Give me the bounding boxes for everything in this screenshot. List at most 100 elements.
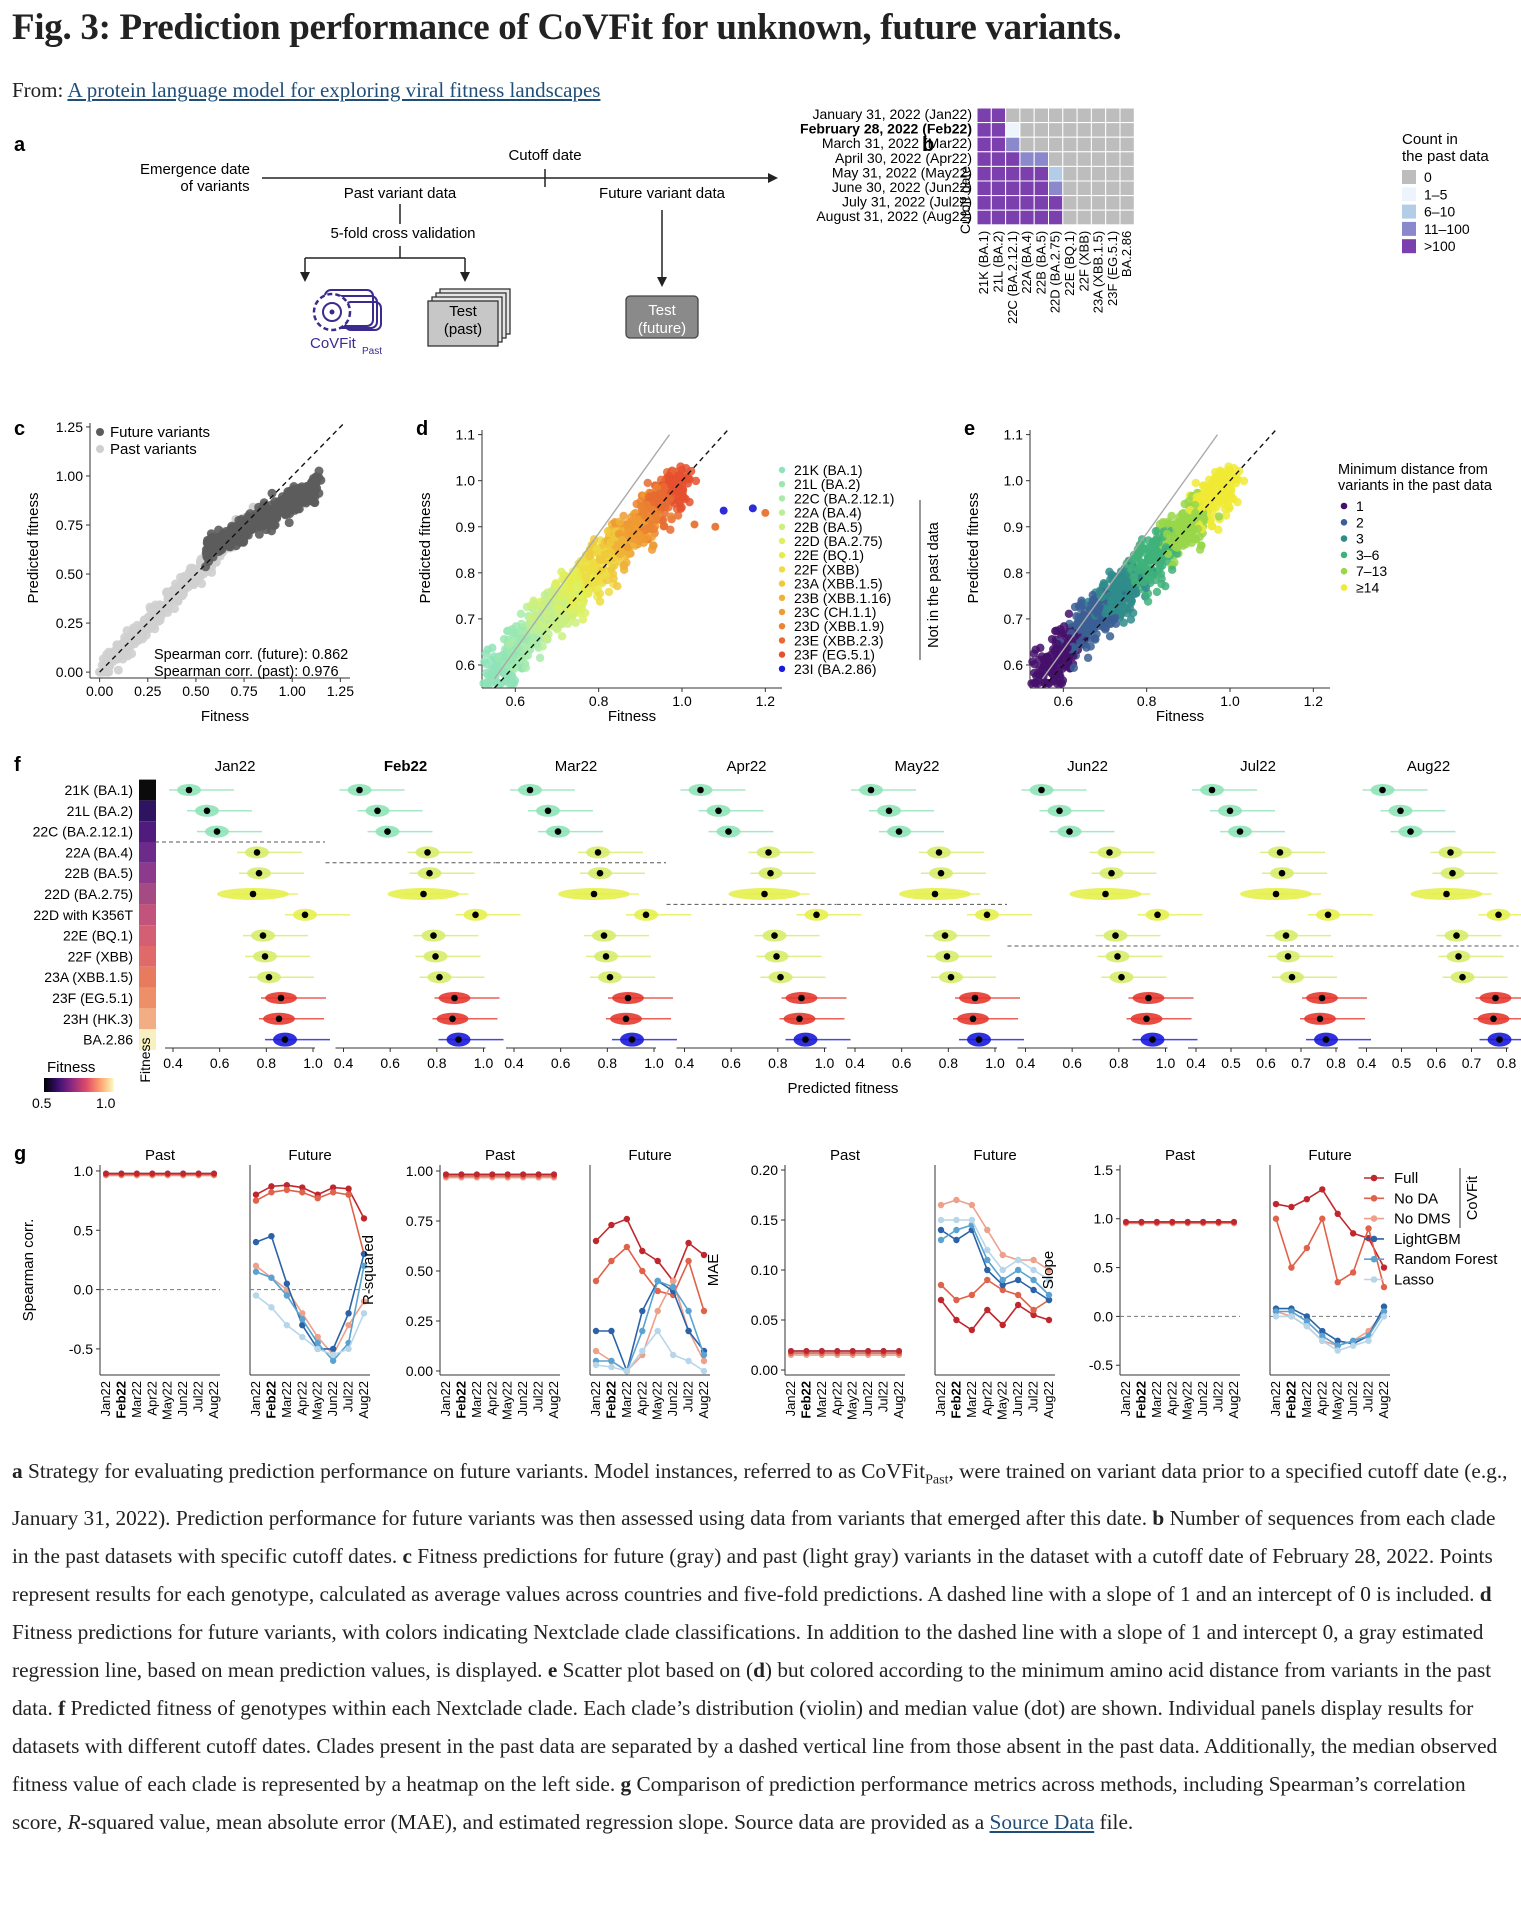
panel-g-month-label: Aug22 (356, 1381, 371, 1419)
caption-d-text: Fitness predictions for future variants,… (12, 1620, 1484, 1683)
panel-g-future-point (953, 1196, 960, 1204)
y-tick-label: 0.25 (56, 615, 83, 631)
panel-g-future-point (999, 1276, 1006, 1284)
panel-f-x-tick-label: 0.4 (163, 1055, 183, 1071)
panel-g-future-line (940, 1278, 1050, 1312)
panel-d-point (613, 543, 623, 552)
panel-g-y-tick-label: 1.5 (1094, 1162, 1114, 1178)
panel-b-cell (1033, 165, 1049, 182)
panel-d-point (517, 634, 526, 643)
clade-median-dot (430, 932, 437, 939)
panel-e-legend-title-2: variants in the past data (1338, 478, 1493, 494)
panel-e-point (1181, 515, 1190, 524)
y-tick-label: 0.50 (56, 566, 83, 582)
panel-d-point (633, 515, 642, 524)
panel-g-month-label: Jul22 (681, 1381, 696, 1412)
corr-future-label: Spearman corr. (future): 0.862 (154, 647, 348, 663)
panel-g-month-label: May22 (1330, 1381, 1345, 1420)
panel-f-x-tick-label: 0.4 (1357, 1055, 1377, 1071)
panel-g-ylabel: Spearman corr. (20, 1219, 37, 1322)
panel-b-cell (1048, 180, 1064, 197)
source-data-link[interactable]: Source Data (989, 1810, 1095, 1835)
clade-median-dot (771, 932, 778, 939)
article-link[interactable]: A protein language model for exploring v… (67, 78, 601, 102)
panel-b-cell (990, 209, 1007, 226)
panel-d-point (578, 615, 588, 624)
panel-d-point (613, 581, 622, 591)
panel-g-past-title: Past (145, 1147, 176, 1164)
clade-median-dot (249, 890, 257, 898)
panel-d-point (553, 609, 562, 618)
y-tick-label: 1.0 (1004, 473, 1024, 489)
clade-median-dot (1379, 786, 1386, 794)
y-tick-label: 1.0 (456, 473, 476, 489)
clade-median-dot (777, 973, 784, 981)
panel-g-month-label: Mar22 (964, 1381, 979, 1418)
panel-d-point (665, 494, 675, 503)
panel-b-cell (1033, 107, 1049, 124)
panel-g-future-point (953, 1296, 960, 1304)
panel-b-cell (1090, 151, 1107, 167)
panel-e-point (1145, 555, 1154, 565)
clade-median-dot (1056, 807, 1063, 815)
clade-median-dot (937, 869, 945, 877)
clade-heat-cell (139, 925, 156, 946)
panel-d-point (491, 662, 500, 671)
panel-f-x-tick-label: 0.7 (1462, 1055, 1482, 1071)
panel-g-future-line (596, 1279, 705, 1374)
clade-median-dot (969, 1015, 977, 1023)
clade-median-dot (1114, 953, 1121, 960)
panel-g-month-label: Mar22 (279, 1381, 294, 1418)
panel-g-month-label: Jun22 (1195, 1381, 1210, 1416)
panel-d-legend-label: 21K (BA.1) (794, 462, 862, 478)
past-variant-point (145, 622, 155, 632)
panel-g-ylabel: R-squared (360, 1235, 377, 1305)
panel-g-future-point (360, 1215, 368, 1222)
panel-d-point (685, 497, 694, 507)
panel-g-future-point (345, 1310, 352, 1317)
panel-e: e 0.6 0.8 1.0 1.2 0.6 0.7 0.8 0.9 1.0 1.1 Fitness Pr… (964, 418, 1493, 725)
panel-d-point (676, 462, 685, 471)
panel-d-outlier-point (761, 508, 770, 517)
panel-g-month-label: May22 (160, 1381, 175, 1420)
panel-e-point (1122, 608, 1132, 618)
panel-f-title: May22 (894, 758, 939, 775)
panel-g-future-point (592, 1277, 600, 1285)
clade-median-dot (1149, 1036, 1156, 1043)
panel-e-point (1171, 523, 1181, 532)
panel-e-point (1191, 478, 1200, 488)
panel-d-point (597, 555, 606, 565)
panel-f-title: Jul22 (1240, 758, 1276, 775)
panel-g-month-label: Mar22 (1299, 1381, 1314, 1418)
panel-g-future-point (984, 1266, 991, 1274)
panel-d-legend-label: 22D (BA.2.75) (794, 533, 883, 549)
clade-label: 22B (BA.5) (65, 865, 133, 881)
clade-median-dot (885, 807, 893, 815)
fitness-colorbar-min: 0.5 (32, 1095, 52, 1111)
panel-f-x-tick-label: 1.0 (644, 1055, 664, 1071)
panel-d-point (483, 645, 492, 654)
panel-b-cell (990, 180, 1007, 197)
panel-g-future-point (639, 1247, 646, 1255)
panel-b-col-label: 22E (BQ.1) (1062, 231, 1077, 296)
panel-d-legend-swatch (778, 608, 786, 616)
panel-e-point (1030, 659, 1039, 669)
panel-e-legend-swatch (1340, 535, 1348, 542)
panel-g-future-line (255, 1235, 365, 1350)
future-variant-point (302, 484, 312, 494)
panel-e-point (1105, 567, 1114, 576)
clade-median-dot (628, 1036, 636, 1043)
panel-g-y-tick-label: 1.00 (406, 1163, 433, 1179)
panel-d-point (665, 471, 674, 481)
panel-b-cell (1076, 136, 1092, 153)
clade-label: 22E (BQ.1) (63, 928, 133, 944)
panel-b-cell (976, 195, 992, 211)
x-tick-label: 1.00 (279, 683, 306, 699)
panel-g-future-point (360, 1298, 368, 1305)
clade-median-dot (1118, 973, 1125, 981)
panel-g-future-point (1045, 1291, 1053, 1299)
future-variant-point (239, 536, 249, 546)
past-variant-point (172, 590, 182, 600)
panel-d-point (544, 629, 553, 639)
panel-d-point (627, 534, 637, 543)
